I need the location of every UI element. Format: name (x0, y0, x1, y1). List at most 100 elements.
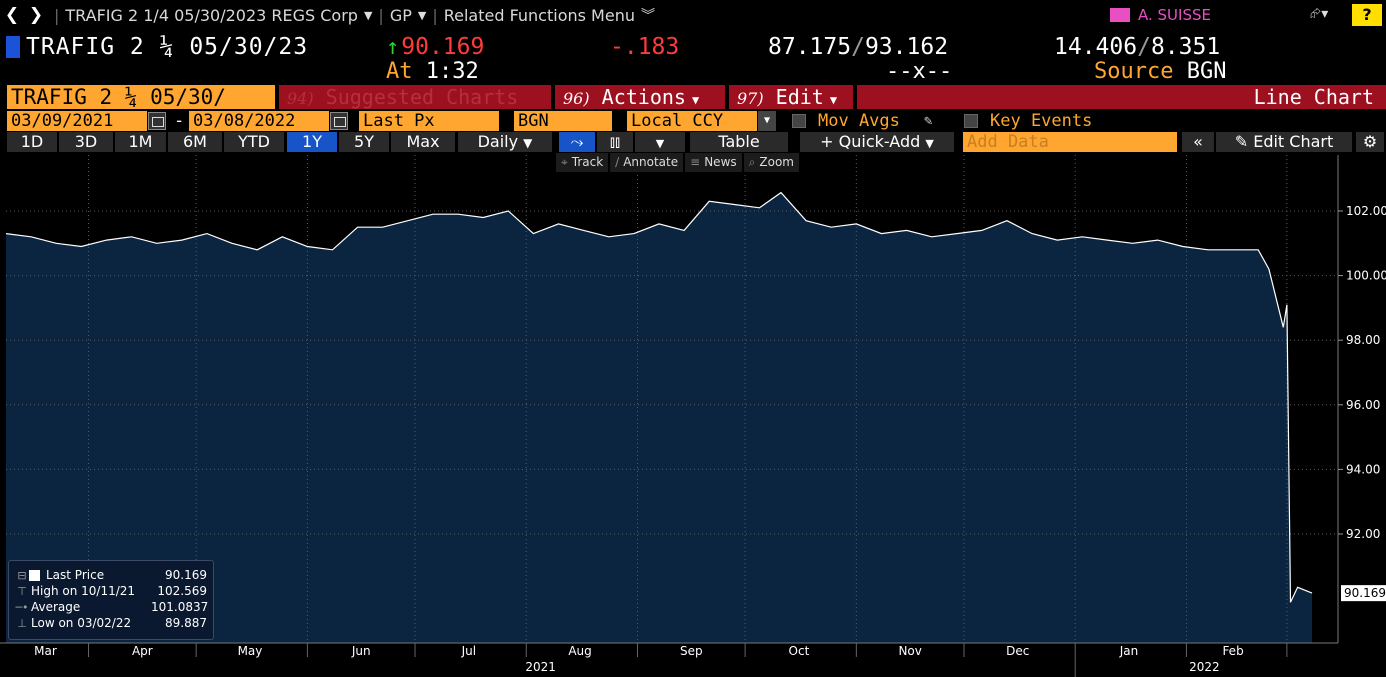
user-message[interactable]: A. SUISSE (1110, 6, 1211, 24)
gear-icon[interactable]: ⚙ (1356, 132, 1384, 152)
y-tick-label: 92.00 (1346, 527, 1380, 541)
price-area-fill (6, 192, 1312, 643)
related-functions-menu[interactable]: Related Functions Menu ︾ (444, 5, 655, 25)
key-events-checkbox[interactable] (964, 114, 978, 128)
legend-value: 89.887 (165, 616, 207, 630)
legend-value: 102.569 (157, 584, 207, 598)
x-month-label: Jun (351, 644, 371, 658)
source-select[interactable]: BGN (514, 111, 612, 131)
help-button[interactable]: ? (1352, 4, 1382, 26)
period-1d[interactable]: 1D (7, 132, 57, 152)
period-1y[interactable]: 1Y (287, 132, 337, 152)
divider: | (432, 5, 438, 25)
menu-number: 96) (563, 89, 590, 108)
chevron-down-icon: ▼ (925, 137, 934, 150)
calendar-icon[interactable] (330, 112, 348, 130)
function-menu-bar: TRAFIG 2 ¼ 05/30/ 94) Suggested Charts 9… (0, 85, 1386, 109)
plus-icon: + (820, 132, 834, 151)
chart-legend[interactable]: ⊟ Last Price 90.169 ⊤ High on 10/11/21 1… (8, 560, 214, 640)
source-label: Source (1094, 59, 1174, 84)
currency-select[interactable]: Local CCY (627, 111, 757, 131)
frequency-select[interactable]: Daily ▼ (458, 132, 552, 152)
security-marker (6, 36, 20, 58)
news-tool[interactable]: ≡ News (685, 153, 742, 172)
yield-2: 8.351 (1150, 34, 1221, 60)
low-marker-icon: ⊥ (17, 616, 27, 630)
period-6m[interactable]: 6M (168, 132, 222, 152)
mov-avgs-checkbox[interactable] (792, 114, 806, 128)
pricing-source: Source BGN (1094, 59, 1226, 84)
price-line (5, 191, 1313, 603)
legend-value: 90.169 (165, 568, 207, 582)
field-select[interactable]: Last Px (359, 111, 499, 131)
track-label: Track (571, 155, 604, 169)
back-icon[interactable]: ❮ (4, 5, 20, 25)
table-button[interactable]: Table (690, 132, 788, 152)
chevron-down-icon[interactable]: ▼ (758, 111, 776, 131)
forward-icon[interactable]: ❯ (28, 5, 44, 25)
x-month-label: May (238, 644, 263, 658)
quick-add-button[interactable]: + Quick-Add ▼ (800, 132, 954, 152)
function-menu[interactable]: GP ▼ (390, 6, 427, 25)
divider: | (378, 5, 384, 25)
edit-chart-button[interactable]: ✎ Edit Chart (1216, 132, 1352, 152)
time-value: 1:32 (425, 59, 479, 84)
line-chart-icon[interactable]: ⤳ (559, 132, 595, 152)
legend-label: High on 10/11/21 (31, 584, 136, 598)
period-5y[interactable]: 5Y (339, 132, 389, 152)
x-month-label: Sep (680, 644, 703, 658)
date-separator: - (174, 111, 185, 131)
ticker-menu[interactable]: TRAFIG 2 1/4 05/30/2023 REGS Corp ▼ (65, 6, 372, 25)
security-title-field[interactable]: TRAFIG 2 ¼ 05/30/ (7, 85, 275, 109)
add-data-input[interactable]: Add Data (963, 132, 1177, 152)
bar-chart-icon[interactable]: ⫾⫾ (597, 132, 633, 152)
last-price-axis-tag (1341, 585, 1386, 602)
price-chart-svg: 102.00 100.00 98.00 96.00 94.00 92.00 90.169 Ma… (0, 155, 1386, 677)
x-year-label: 2022 (1189, 660, 1220, 674)
y-tick-label: 96.00 (1346, 398, 1380, 412)
y-tick-label: 100.00 (1346, 269, 1386, 283)
yield-values: 14.406/8.351 (1054, 34, 1221, 60)
x-month-label: Mar (34, 644, 57, 658)
collapse-icon[interactable]: ⊟ (17, 568, 27, 582)
period-1m[interactable]: 1M (115, 132, 166, 152)
menu-number: 94) (287, 89, 314, 108)
collapse-icon[interactable]: « (1182, 132, 1214, 152)
edit-menu[interactable]: 97) Edit ▼ (729, 85, 853, 109)
chevron-down-icon: ▼ (523, 136, 533, 150)
legend-label: Last Price (46, 568, 105, 582)
calendar-icon[interactable] (148, 112, 166, 130)
zoom-tool[interactable]: ⌕ Zoom (743, 153, 799, 172)
top-nav-bar: ❮ ❯ | TRAFIG 2 1/4 05/30/2023 REGS Corp … (0, 0, 1386, 30)
window-options-icon[interactable]: ⮳▾ (1310, 6, 1329, 22)
last-price-value: 90.169 (401, 34, 485, 60)
chart-tools: ⌖ Track ∕ Annotate ≡ News ⌕ Zoom (556, 153, 799, 172)
pencil-icon: ✎ (1234, 132, 1249, 151)
period-3d[interactable]: 3D (59, 132, 113, 152)
y-tick-label: 102.00 (1346, 204, 1386, 218)
chart-style-dropdown[interactable]: ▼ (635, 132, 685, 152)
start-date-field[interactable]: 03/09/2021 (7, 111, 147, 131)
x-month-label: Jan (1119, 644, 1139, 658)
suggested-charts-menu[interactable]: 94) Suggested Charts (279, 85, 551, 109)
mov-avgs-label: Mov Avgs (818, 111, 900, 131)
price-chart[interactable]: 102.00 100.00 98.00 96.00 94.00 92.00 90.169 Ma… (0, 155, 1386, 677)
period-ytd[interactable]: YTD (224, 132, 284, 152)
end-date-field[interactable]: 03/08/2022 (189, 111, 329, 131)
pencil-icon[interactable]: ✎ (924, 113, 933, 129)
user-name: A. SUISSE (1138, 6, 1211, 24)
last-price: ↑90.169 (386, 34, 484, 60)
news-label: News (704, 155, 737, 169)
period-max[interactable]: Max (391, 132, 455, 152)
security-name: TRAFIG 2 ¼ 05/30/23 (26, 34, 309, 60)
quick-add-label: Quick-Add (838, 132, 921, 151)
crosshair-icon: ⌖ (561, 155, 568, 169)
actions-menu[interactable]: 96) Actions ▼ (555, 85, 725, 109)
high-marker-icon: ⊤ (17, 584, 27, 598)
range-low: 87.175 (768, 34, 852, 60)
frequency-label: Daily (477, 132, 519, 151)
zoom-label: Zoom (759, 155, 794, 169)
annotate-tool[interactable]: ∕ Annotate (610, 153, 684, 172)
track-tool[interactable]: ⌖ Track (556, 153, 609, 172)
legend-label: Average (31, 600, 81, 614)
